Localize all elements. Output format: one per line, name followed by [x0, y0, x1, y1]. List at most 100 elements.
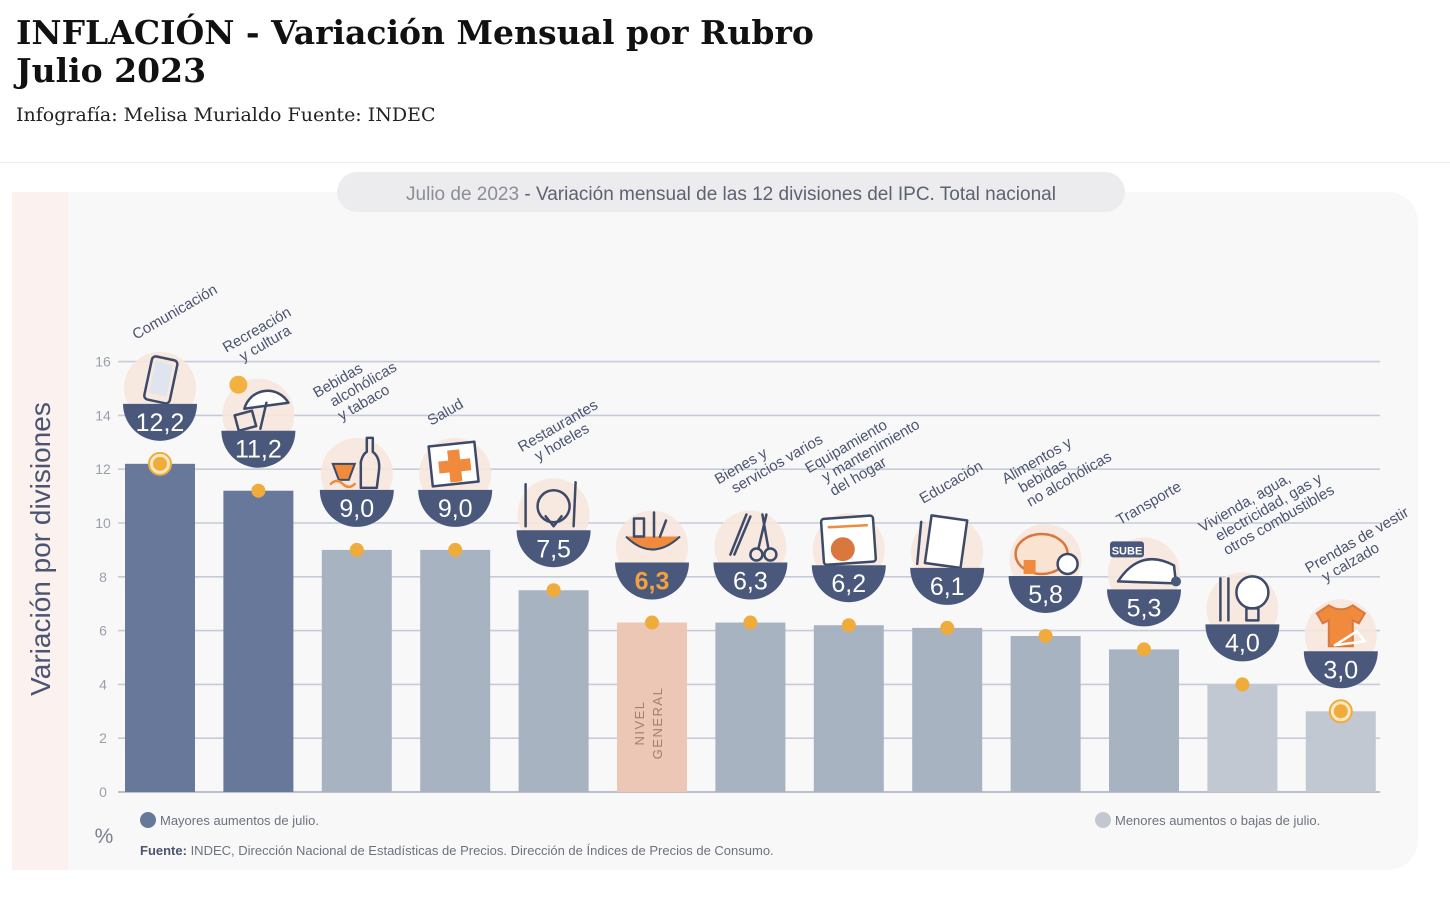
y-ticks: 0 2 4 6 8 10 12 14 16 [95, 354, 111, 800]
value-marker [448, 542, 463, 557]
badge-shape [713, 562, 788, 600]
value-badge: 6,3 [615, 510, 689, 600]
juice-glass [1023, 559, 1036, 574]
value-marker [1333, 704, 1348, 719]
bus-icon: SUBE [1110, 541, 1181, 587]
value-badge: 12,2 [123, 351, 197, 441]
cutlery-plate-icon [524, 481, 577, 528]
value-label: 3,0 [1323, 656, 1358, 684]
badge-shape [1205, 624, 1280, 662]
comb-scissors-icon [729, 513, 778, 562]
bar [125, 463, 195, 792]
badge-shape [1303, 651, 1378, 689]
scissors-ring-left [749, 547, 764, 562]
chart-title-pill: Julio de 2023 - Variación mensual de las… [337, 172, 1125, 212]
machine-door [830, 537, 855, 562]
chart-title-prefix: Julio de 2023 [406, 184, 519, 205]
bus-shape [1116, 557, 1178, 585]
sube-card [1110, 541, 1144, 558]
bar [912, 627, 983, 792]
value-badge: SUBE 5,3 [1107, 537, 1181, 627]
y-tick-label: 16 [95, 354, 111, 370]
comb-shape [729, 513, 752, 556]
washing-machine-icon [819, 514, 878, 567]
page-credit: Infografía: Melisa Murialdo Fuente: INDE… [16, 104, 436, 126]
badge-shape [319, 489, 394, 527]
badge-shape [910, 567, 985, 605]
chart-title-background [337, 172, 1125, 212]
y-tick-label: 6 [99, 623, 107, 639]
value-marker [841, 618, 856, 633]
scissors-ring-right [763, 547, 778, 562]
nivel-general-label: GENERAL [650, 687, 665, 760]
badge-shape [1107, 589, 1181, 627]
value-badge: 5,8 [1008, 523, 1083, 613]
value-label: 6,1 [930, 573, 965, 601]
value-badge: 6,1 [910, 514, 985, 605]
value-label: 6,3 [635, 568, 670, 596]
chart-source-text: INDEC, Dirección Nacional de Estadística… [187, 843, 774, 858]
infographic-chart: Julio de 2023 - Variación mensual de las… [12, 172, 1418, 870]
y-tick-label: 0 [99, 784, 107, 800]
value-marker [349, 542, 364, 557]
badge-shape [418, 489, 493, 527]
medical-cross-icon [427, 440, 480, 488]
y-tick-label: 12 [95, 461, 111, 477]
page-title-line-2: Julio 2023 [16, 51, 207, 90]
groceries-shape [652, 511, 668, 538]
y-tick-label: 8 [99, 569, 107, 585]
value-label: 6,3 [733, 568, 768, 596]
bag-shape [625, 535, 681, 551]
bar [1207, 684, 1278, 792]
legend: Mayores aumentos de julio. Menores aument… [140, 812, 1320, 828]
machine-panel [827, 523, 869, 529]
smartphone-icon [143, 355, 179, 405]
value-marker [1038, 628, 1053, 643]
bar [223, 490, 294, 792]
value-badge: 6,2 [811, 513, 886, 603]
value-marker [251, 483, 266, 498]
beach-umbrella-icon [229, 375, 290, 433]
badge-shape [811, 565, 886, 603]
camera-shape [233, 409, 258, 433]
bar [617, 622, 687, 792]
value-marker [645, 615, 659, 630]
value-label: 6,2 [831, 570, 866, 598]
value-badges: 12,2 11,2 9,0 9,0 7,5 6,3 6,3 6,2 6,1 5,8 SUBE 5,3 4… [123, 351, 1378, 689]
bar [518, 590, 589, 792]
chart-title: Julio de 2023 - Variación mensual de las… [406, 184, 1056, 205]
bus-wheel [1171, 576, 1181, 587]
badge-shape [615, 562, 689, 600]
value-label: 7,5 [536, 535, 571, 563]
value-badge: 9,0 [319, 436, 394, 527]
cross-shape [438, 449, 472, 483]
y-tick-label: 10 [95, 515, 111, 531]
y-tick-label: 14 [95, 407, 111, 423]
chart-source: Fuente: INDEC, Dirección Nacional de Est… [140, 843, 774, 858]
value-label: 11,2 [235, 436, 282, 464]
shirt-shape [1315, 604, 1367, 648]
value-marker [153, 456, 167, 471]
value-badge: 4,0 [1205, 572, 1280, 662]
y-tick-label: 2 [99, 730, 107, 746]
value-label: 9,0 [339, 495, 374, 523]
badge-shape [221, 430, 296, 468]
chicken-icon [1014, 532, 1079, 576]
bar [813, 625, 884, 792]
page-header: INFLACIÓN - Variación Mensual por Rubro … [16, 14, 1416, 127]
bar [1010, 635, 1081, 792]
value-badge: 9,0 [418, 437, 493, 527]
badge-shape [516, 530, 591, 568]
value-label: 5,3 [1127, 594, 1162, 622]
value-badge: 7,5 [516, 478, 591, 568]
light-bulb-icon [1219, 575, 1270, 622]
pencil-shape [915, 520, 923, 566]
value-label: 4,0 [1225, 629, 1260, 657]
legend-swatch-menores [1095, 812, 1111, 828]
bottle-shape [359, 436, 381, 490]
page-title: INFLACIÓN - Variación Mensual por Rubro … [16, 14, 1416, 90]
bar [1305, 711, 1376, 792]
legend-label-menores: Menores aumentos o bajas de julio. [1115, 813, 1320, 828]
knife-shape [572, 481, 577, 528]
y-axis-unit: % [95, 825, 114, 848]
